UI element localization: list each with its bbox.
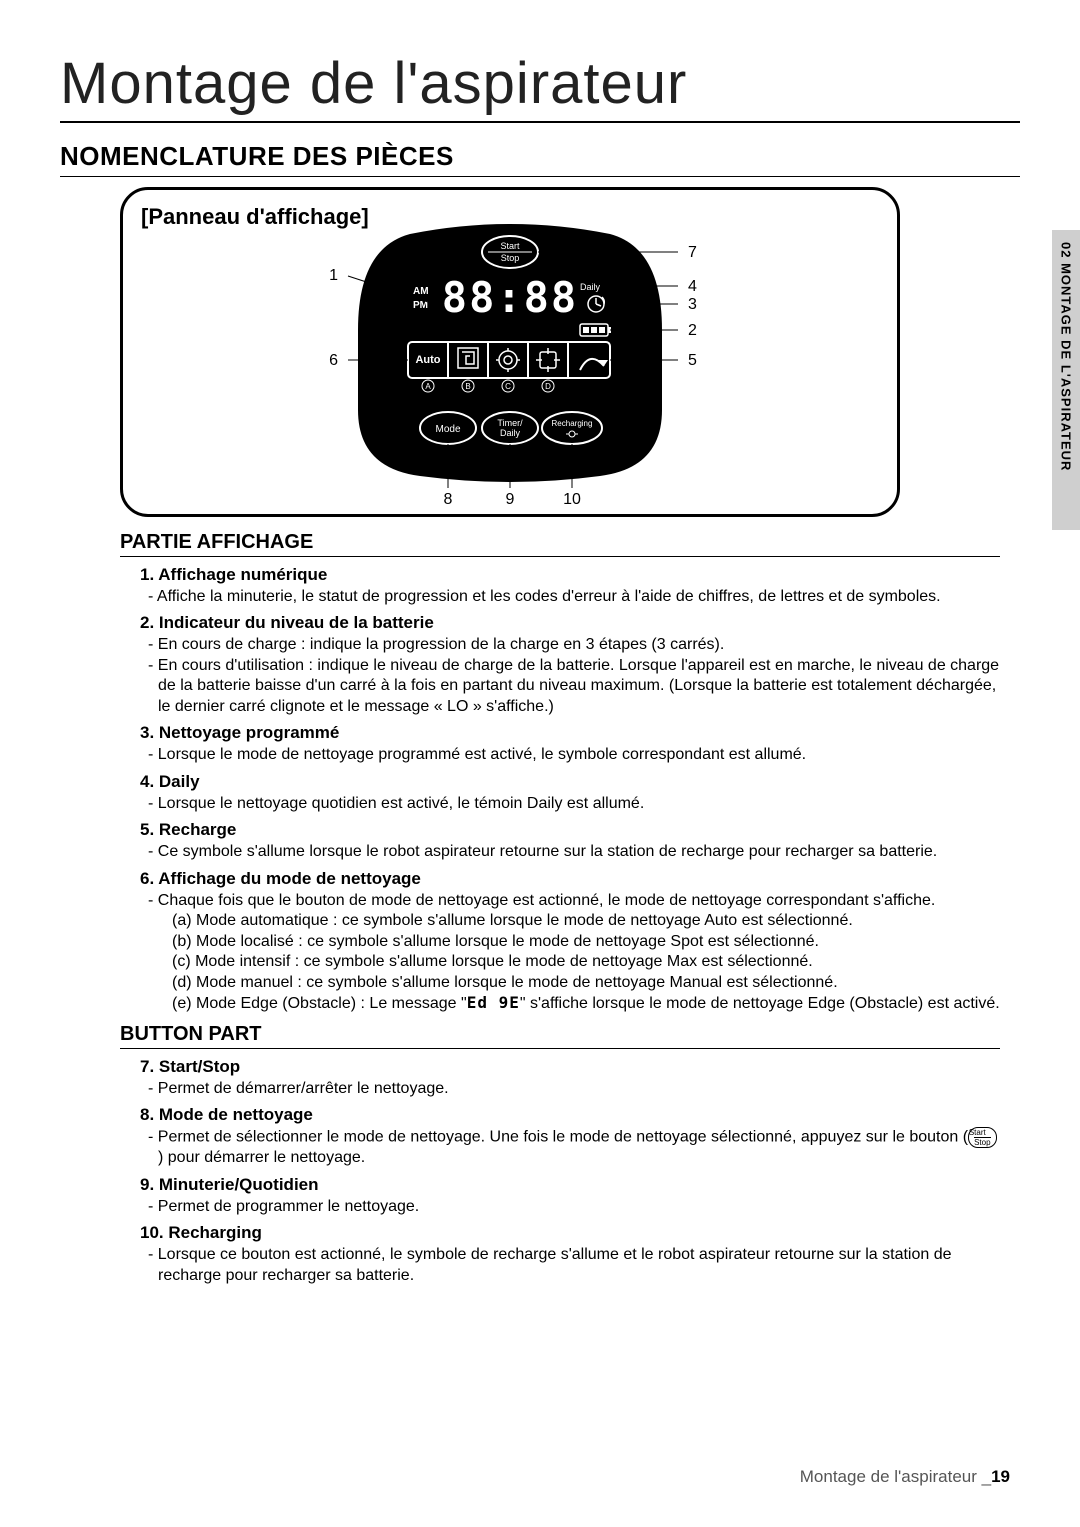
item-title: 5. Recharge xyxy=(140,820,1000,840)
item-line: - Lorsque ce bouton est actionné, le sym… xyxy=(140,1245,1000,1286)
timer-button-l2: Daily xyxy=(500,428,521,438)
display-section-heading: PARTIE AFFICHAGE xyxy=(120,531,1000,557)
item-line: - Ce symbole s'allume lorsque le robot a… xyxy=(140,842,1000,862)
stop-label: Stop xyxy=(501,253,520,263)
page-number: 19 xyxy=(991,1467,1010,1486)
display-items: 1. Affichage numérique - Affiche la minu… xyxy=(140,565,1000,1015)
mode-letter-a: A xyxy=(425,382,431,391)
button-section-heading: BUTTON PART xyxy=(120,1023,1000,1049)
start-label: Start xyxy=(500,241,520,251)
item-2: 2. Indicateur du niveau de la batterie -… xyxy=(140,613,1000,717)
item-line: - Permet de programmer le nettoyage. xyxy=(140,1197,1000,1217)
item-title: 7. Start/Stop xyxy=(140,1057,1000,1077)
item-title: 4. Daily xyxy=(140,772,1000,792)
callout-3: 3 xyxy=(688,296,697,313)
item-8: 8. Mode de nettoyage - Permet de sélecti… xyxy=(140,1105,1000,1169)
item-line: - Chaque fois que le bouton de mode de n… xyxy=(140,891,1000,911)
edge-post: " s'affiche lorsque le mode de nettoyage… xyxy=(520,995,1000,1012)
edge-pre: (e) Mode Edge (Obstacle) : Le message " xyxy=(172,995,467,1012)
item-7: 7. Start/Stop - Permet de démarrer/arrêt… xyxy=(140,1057,1000,1099)
item-subline: (d) Mode manuel : ce symbole s'allume lo… xyxy=(140,973,1000,993)
item8-post: ) pour démarrer le nettoyage. xyxy=(158,1149,365,1166)
item-line: - En cours de charge : indique la progre… xyxy=(140,635,1000,655)
item-10: 10. Recharging - Lorsque ce bouton est a… xyxy=(140,1223,1000,1286)
item-line: - Lorsque le mode de nettoyage programmé… xyxy=(140,745,1000,765)
edge-glyph: Ed 9E xyxy=(467,993,520,1012)
device-diagram: Start Stop AM PM 88:88 Daily Auto xyxy=(230,220,790,510)
item-5: 5. Recharge - Ce symbole s'allume lorsqu… xyxy=(140,820,1000,862)
item-4: 4. Daily - Lorsque le nettoyage quotidie… xyxy=(140,772,1000,814)
item-line: - Affiche la minuterie, le statut de pro… xyxy=(140,587,1000,607)
callout-6: 6 xyxy=(329,352,338,369)
item-3: 3. Nettoyage programmé - Lorsque le mode… xyxy=(140,723,1000,765)
am-label: AM xyxy=(413,286,429,297)
item-9: 9. Minuterie/Quotidien - Permet de progr… xyxy=(140,1175,1000,1217)
item-title: 9. Minuterie/Quotidien xyxy=(140,1175,1000,1195)
item-line: - Permet de sélectionner le mode de nett… xyxy=(140,1127,1000,1169)
item-line: - En cours d'utilisation : indique le ni… xyxy=(140,656,1000,717)
item-title: 8. Mode de nettoyage xyxy=(140,1105,1000,1125)
callout-7: 7 xyxy=(688,244,697,261)
timer-button-l1: Timer/ xyxy=(497,418,523,428)
callout-9: 9 xyxy=(506,491,515,508)
mode-letter-d: D xyxy=(545,382,551,391)
mode-letter-c: C xyxy=(505,382,511,391)
page-title: Montage de l'aspirateur xyxy=(60,50,1020,123)
daily-label: Daily xyxy=(580,282,601,292)
item-1: 1. Affichage numérique - Affiche la minu… xyxy=(140,565,1000,607)
footer-text: Montage de l'aspirateur _ xyxy=(800,1467,991,1486)
item8-pre: - Permet de sélectionner le mode de nett… xyxy=(148,1129,968,1146)
side-tab: 02 MONTAGE DE L'ASPIRATEUR xyxy=(1052,230,1080,530)
item-line: - Permet de démarrer/arrêter le nettoyag… xyxy=(140,1079,1000,1099)
item-subline-edge: (e) Mode Edge (Obstacle) : Le message "E… xyxy=(140,993,1000,1014)
digit-display: 88:88 xyxy=(442,273,578,322)
callout-2: 2 xyxy=(688,322,697,339)
section-heading: NOMENCLATURE DES PIÈCES xyxy=(60,141,1020,177)
item-subline: (c) Mode intensif : ce symbole s'allume … xyxy=(140,952,1000,972)
mode-letter-b: B xyxy=(465,382,470,391)
item-title: 6. Affichage du mode de nettoyage xyxy=(140,869,1000,889)
callout-1: 1 xyxy=(329,267,338,284)
item-subline: (a) Mode automatique : ce symbole s'allu… xyxy=(140,911,1000,931)
item-line: - Lorsque le nettoyage quotidien est act… xyxy=(140,794,1000,814)
callout-4: 4 xyxy=(688,278,697,295)
button-items: 7. Start/Stop - Permet de démarrer/arrêt… xyxy=(140,1057,1000,1287)
page-footer: Montage de l'aspirateur _19 xyxy=(800,1467,1010,1487)
recharge-button-label: Recharging xyxy=(552,419,593,428)
item-title: 1. Affichage numérique xyxy=(140,565,1000,585)
item-6: 6. Affichage du mode de nettoyage - Chaq… xyxy=(140,869,1000,1015)
mode-button-label: Mode xyxy=(435,424,460,435)
callout-5: 5 xyxy=(688,352,697,369)
callout-8: 8 xyxy=(444,491,453,508)
auto-label: Auto xyxy=(415,354,440,366)
item-title: 3. Nettoyage programmé xyxy=(140,723,1000,743)
callout-10: 10 xyxy=(563,491,581,508)
item-title: 10. Recharging xyxy=(140,1223,1000,1243)
item-title: 2. Indicateur du niveau de la batterie xyxy=(140,613,1000,633)
item-subline: (b) Mode localisé : ce symbole s'allume … xyxy=(140,932,1000,952)
inline-start-stop-icon: StartStop xyxy=(968,1127,996,1148)
display-panel-figure: [Panneau d'affichage] Start Stop AM PM 8… xyxy=(120,187,900,517)
